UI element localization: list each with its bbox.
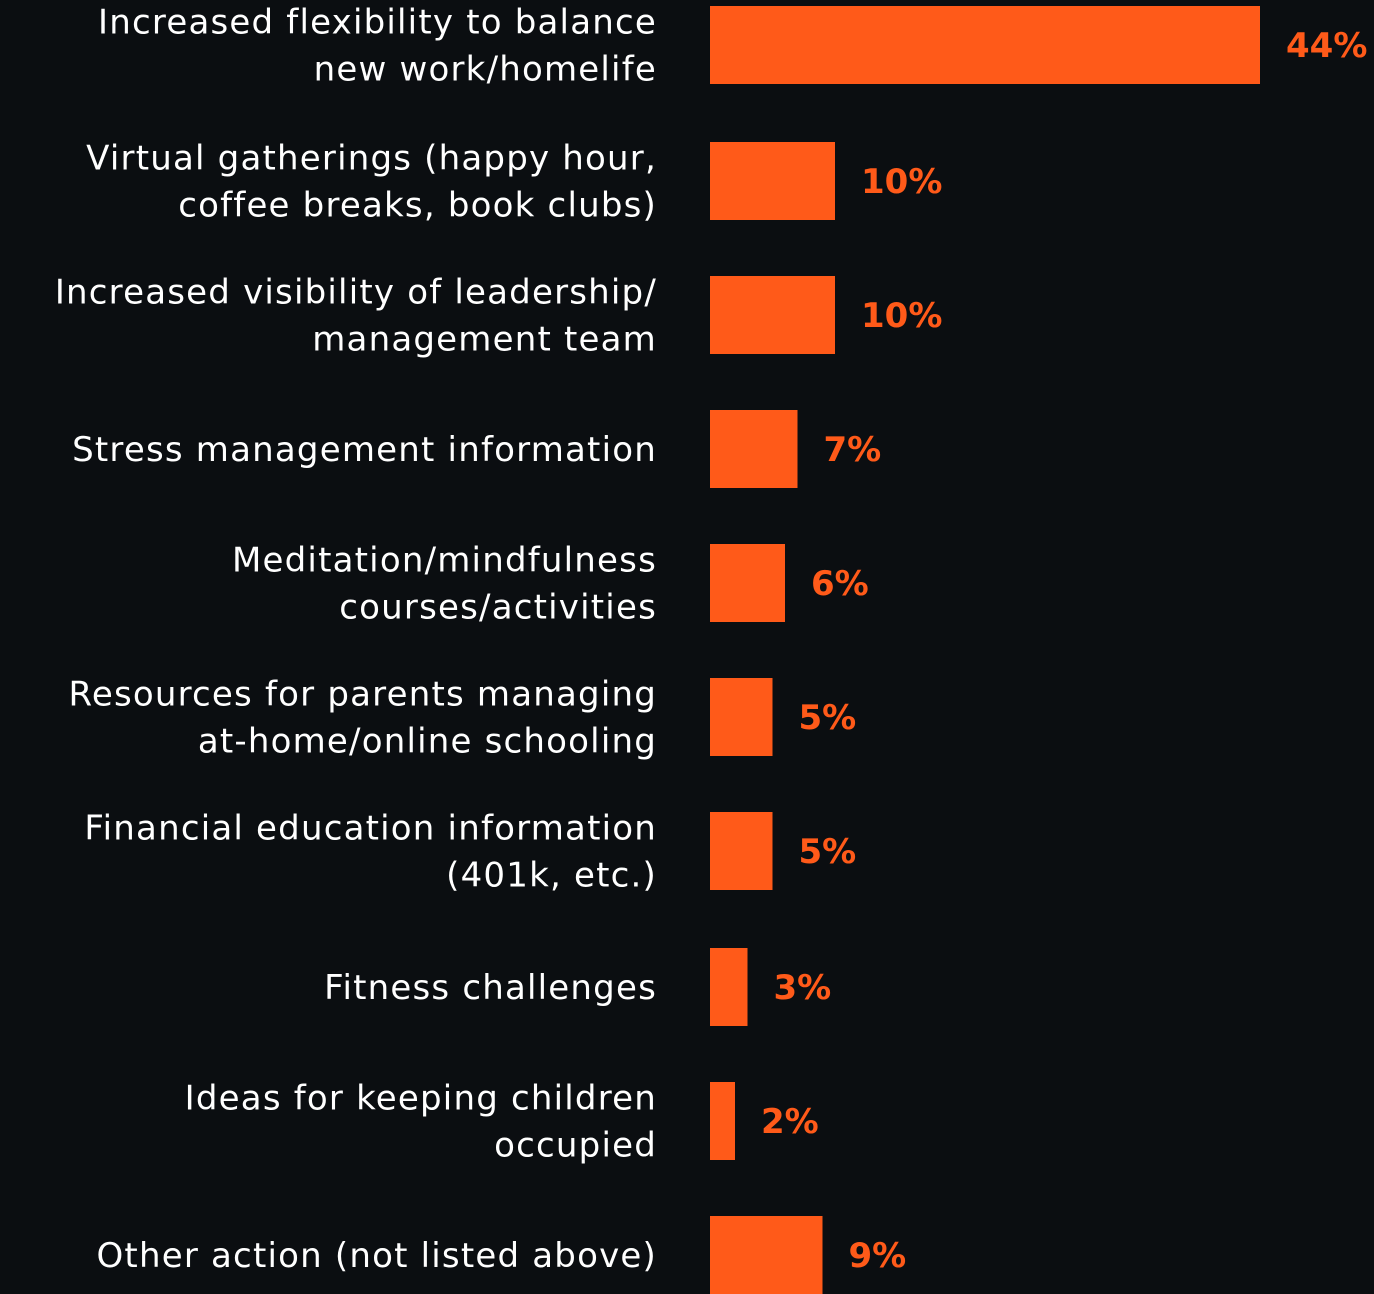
bar — [710, 678, 773, 756]
category-label-line: coffee breaks, book clubs) — [178, 186, 657, 226]
value-label: 2% — [761, 1102, 819, 1142]
category-label-line: Increased visibility of leadership/ — [55, 273, 657, 313]
value-label: 5% — [799, 832, 857, 872]
bar — [710, 142, 835, 220]
value-label: 44% — [1286, 26, 1367, 66]
category-label: Virtual gatherings (happy hour, coffee br… — [86, 139, 657, 226]
category-label: Increased visibility of leadership/manag… — [55, 273, 657, 360]
category-label: Increased flexibility to balance new work… — [98, 3, 657, 90]
category-label-line: Stress management information — [72, 430, 657, 470]
category-label-line: occupied — [494, 1126, 657, 1166]
chart-row: Financial education information (401k, et… — [84, 809, 856, 896]
chart-row: Increased visibility of leadership/manag… — [55, 273, 943, 360]
value-label: 10% — [861, 162, 942, 202]
category-label-line: (401k, etc.) — [446, 856, 657, 896]
chart-row: Stress management information 7% — [72, 410, 881, 488]
bar — [710, 1216, 823, 1294]
category-label-line: Increased flexibility to balance — [98, 3, 657, 43]
chart-row: Resources for parents managing at-home/on… — [69, 675, 857, 762]
category-label-line: Financial education information — [84, 809, 657, 849]
chart-row: Other action (not listed above) 9% — [96, 1216, 906, 1294]
chart-row: Meditation/mindfulness courses/activities… — [232, 541, 869, 628]
category-label: Financial education information (401k, et… — [84, 809, 657, 896]
category-label-line: Meditation/mindfulness — [232, 541, 657, 581]
value-label: 3% — [774, 968, 832, 1008]
category-label: Meditation/mindfulness courses/activities — [232, 541, 657, 628]
bar — [710, 948, 748, 1026]
category-label-line: Virtual gatherings (happy hour, — [86, 139, 657, 179]
chart-row: Increased flexibility to balance new work… — [98, 3, 1367, 90]
value-label: 10% — [861, 296, 942, 336]
category-label-line: Other action (not listed above) — [96, 1236, 657, 1276]
category-label: Fitness challenges — [324, 968, 657, 1008]
chart-row: Virtual gatherings (happy hour, coffee br… — [86, 139, 942, 226]
category-label: Other action (not listed above) — [96, 1236, 657, 1276]
bar — [710, 276, 835, 354]
category-label-line: Fitness challenges — [324, 968, 657, 1008]
bar — [710, 1082, 735, 1160]
value-label: 9% — [849, 1236, 907, 1276]
bar — [710, 6, 1260, 84]
chart-row: Ideas for keeping children occupied 2% — [185, 1079, 819, 1166]
category-label-line: Resources for parents managing — [69, 675, 657, 715]
bar — [710, 544, 785, 622]
bar — [710, 812, 773, 890]
bar — [710, 410, 798, 488]
value-label: 5% — [799, 698, 857, 738]
category-label-line: new work/homelife — [314, 50, 657, 90]
category-label-line: management team — [312, 320, 657, 360]
category-label: Resources for parents managing at-home/on… — [69, 675, 657, 762]
value-label: 6% — [811, 564, 869, 604]
category-label: Ideas for keeping children occupied — [185, 1079, 657, 1166]
chart-row: Fitness challenges 3% — [324, 948, 831, 1026]
chart-rows: Increased flexibility to balance new work… — [55, 3, 1367, 1294]
category-label-line: at-home/online schooling — [198, 722, 657, 762]
category-label: Stress management information — [72, 430, 657, 470]
category-label-line: Ideas for keeping children — [185, 1079, 657, 1119]
value-label: 7% — [824, 430, 882, 470]
category-label-line: courses/activities — [339, 588, 657, 628]
